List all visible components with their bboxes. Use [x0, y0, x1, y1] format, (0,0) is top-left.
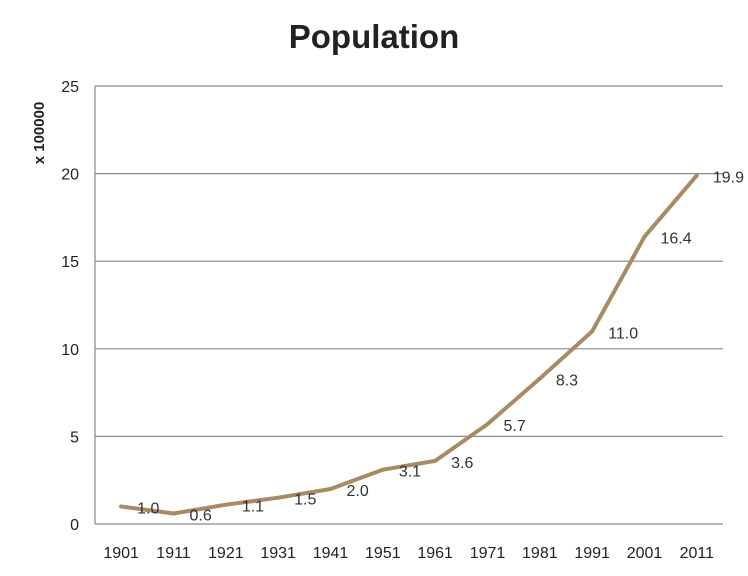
x-tick-label: 1901 [103, 545, 139, 562]
x-tick-label: 1911 [156, 545, 191, 562]
series-polyline [119, 173, 699, 516]
x-tick-label: 2011 [680, 545, 715, 562]
y-tick-label: 0 [70, 517, 79, 534]
x-tick-label: 2001 [627, 545, 663, 562]
data-label: 16.4 [661, 231, 692, 248]
data-point [485, 422, 490, 427]
data-label: 5.7 [504, 418, 526, 435]
x-tick-label: 1931 [260, 545, 296, 562]
x-tick-label: 1941 [313, 545, 349, 562]
data-point [380, 467, 385, 472]
data-label: 3.1 [399, 464, 421, 481]
data-label: 19.9 [713, 169, 744, 186]
y-axis-ticks: 0 5 10 15 20 25 [61, 79, 79, 534]
data-point [223, 502, 228, 507]
y-tick-label: 20 [61, 167, 79, 184]
data-point [642, 234, 647, 239]
data-label: 8.3 [556, 373, 578, 390]
data-point [328, 486, 333, 491]
data-labels: 1.0 0.6 1.1 1.5 2.0 3.1 3.6 5.7 8.3 11.0 16.4 19.9 [137, 169, 744, 524]
y-axis-label: x 100000 [31, 102, 48, 165]
data-point [694, 173, 699, 178]
data-label: 0.6 [190, 507, 212, 524]
x-tick-label: 1961 [417, 545, 453, 562]
gridlines [94, 85, 723, 525]
y-tick-label: 5 [70, 429, 79, 446]
x-axis-ticks: 1901 1911 1921 1931 1941 1951 1961 1971 1981 1991… [103, 545, 714, 562]
data-label: 1.1 [242, 499, 264, 516]
x-tick-label: 1991 [574, 545, 610, 562]
data-label: 1.5 [294, 492, 316, 509]
chart-title: Population [289, 18, 459, 55]
x-tick-label: 1971 [470, 545, 506, 562]
data-point [276, 495, 281, 500]
x-tick-label: 1981 [522, 545, 558, 562]
data-point [171, 511, 176, 516]
data-label: 2.0 [347, 483, 369, 500]
y-tick-label: 10 [61, 342, 79, 359]
data-label: 3.6 [451, 455, 473, 472]
y-tick-label: 25 [61, 79, 79, 96]
data-point [433, 458, 438, 463]
series-line [119, 173, 699, 516]
x-tick-label: 1921 [208, 545, 244, 562]
data-label: 1.0 [137, 500, 159, 517]
x-tick-label: 1951 [365, 545, 401, 562]
data-point [590, 329, 595, 334]
data-point [119, 504, 124, 509]
data-label: 11.0 [608, 325, 638, 342]
y-tick-label: 15 [61, 254, 79, 271]
data-point [537, 376, 542, 381]
